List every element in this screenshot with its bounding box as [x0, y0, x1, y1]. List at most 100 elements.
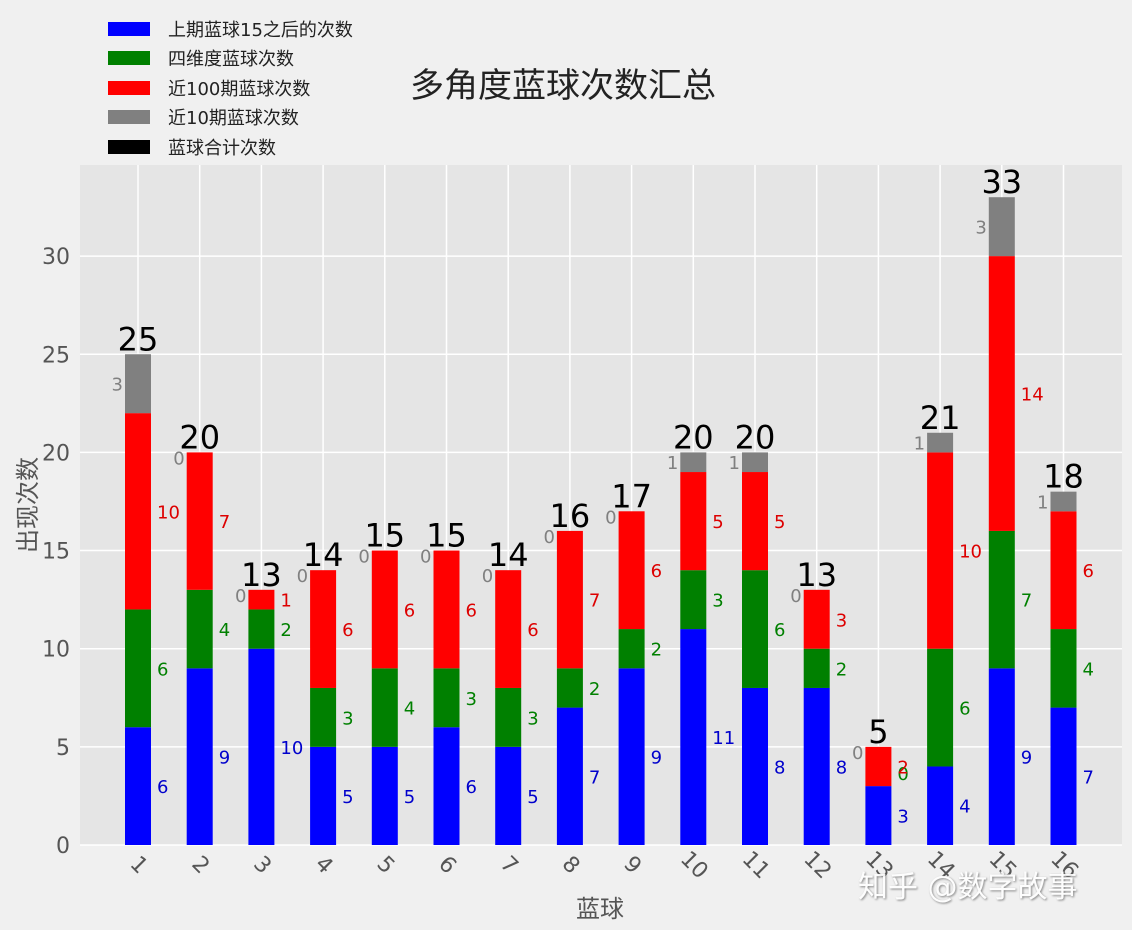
segment-value-label: 0	[543, 527, 554, 548]
bar-segment	[618, 668, 645, 845]
bar-segment	[495, 746, 522, 845]
segment-value-label: 2	[897, 757, 908, 778]
bar-segment	[742, 570, 768, 688]
segment-value-label: 7	[589, 591, 600, 612]
legend-item: 近10期蓝球次数	[108, 103, 353, 133]
segment-value-label: 3	[897, 807, 908, 828]
legend-swatch	[108, 51, 150, 66]
segment-value-label: 5	[342, 787, 353, 808]
bar-segment	[556, 707, 583, 845]
legend-swatch	[108, 80, 150, 95]
total-value-label: 33	[981, 163, 1022, 201]
bar-segment	[433, 727, 460, 845]
bar-segment	[1050, 629, 1077, 708]
segment-value-label: 9	[1021, 748, 1032, 769]
bar-segment	[803, 648, 830, 688]
total-value-label: 14	[488, 536, 529, 574]
bar-segment	[680, 472, 707, 571]
segment-value-label: 6	[404, 600, 415, 621]
segment-value-label: 2	[651, 640, 662, 661]
segment-value-label: 9	[651, 748, 662, 769]
segment-value-label: 11	[712, 728, 735, 749]
segment-value-label: 5	[712, 512, 723, 533]
segment-value-label: 10	[959, 542, 982, 563]
segment-value-label: 0	[358, 547, 369, 568]
bar-segment	[742, 472, 768, 571]
legend-swatch	[108, 110, 150, 125]
total-value-label: 20	[179, 418, 220, 456]
segment-value-label: 6	[466, 777, 477, 798]
bar-segment	[680, 629, 707, 845]
bar-segment	[988, 530, 1015, 669]
legend-item: 蓝球合计次数	[108, 132, 353, 162]
total-value-label: 21	[920, 399, 961, 437]
segment-value-label: 3	[342, 708, 353, 729]
y-axis-label: 出现次数	[14, 457, 42, 553]
watermark: 知乎 @数字故事	[858, 870, 1078, 905]
bar-segment	[927, 766, 954, 845]
total-value-label: 25	[118, 320, 159, 358]
bar-segment	[125, 354, 151, 414]
segment-value-label: 1	[1037, 492, 1048, 513]
bar-segment	[803, 589, 830, 649]
segment-value-label: 5	[774, 512, 785, 533]
legend-label: 蓝球合计次数	[168, 137, 276, 159]
y-tick-label: 30	[42, 245, 70, 270]
segment-value-label: 5	[404, 787, 415, 808]
bar-segment	[310, 746, 337, 845]
segment-value-label: 4	[404, 699, 415, 720]
bar-segment	[865, 786, 892, 845]
segment-value-label: 6	[959, 699, 970, 720]
segment-value-label: 5	[527, 787, 538, 808]
segment-value-label: 8	[836, 757, 847, 778]
y-tick-label: 25	[42, 343, 70, 368]
bar-segment	[125, 609, 151, 728]
bar-segment	[248, 648, 275, 845]
bar-segment	[1050, 491, 1077, 512]
legend-label: 四维度蓝球次数	[168, 49, 294, 71]
bar-segment	[988, 256, 1015, 531]
segment-value-label: 10	[157, 502, 180, 523]
segment-value-label: 9	[219, 748, 230, 769]
segment-value-label: 6	[527, 620, 538, 641]
bar-segment	[927, 648, 954, 767]
x-tick-label: 6	[433, 852, 461, 880]
total-value-label: 18	[1043, 458, 1084, 496]
bar-segment	[742, 452, 768, 473]
segment-value-label: 6	[157, 659, 168, 680]
legend-label: 近10期蓝球次数	[168, 108, 299, 130]
bars	[125, 197, 1077, 845]
bar-segment	[310, 687, 337, 747]
segment-value-label: 6	[342, 620, 353, 641]
segment-value-label: 1	[914, 434, 925, 455]
bar-segment	[618, 629, 645, 669]
total-value-label: 15	[364, 517, 405, 555]
bar-segment	[186, 589, 213, 669]
segment-value-label: 14	[1021, 385, 1044, 406]
legend: 上期蓝球15之后的次数 四维度蓝球次数 近100期蓝球次数 近10期蓝球次数 蓝球合计次…	[108, 14, 353, 162]
segment-value-label: 6	[1083, 561, 1094, 582]
bar-segment	[556, 530, 583, 669]
total-value-label: 16	[550, 497, 591, 535]
bar-segment	[927, 432, 954, 453]
bar-segment	[125, 413, 151, 610]
segment-value-label: 0	[790, 586, 801, 607]
segment-value-label: 4	[1083, 659, 1094, 680]
x-tick-label: 10	[675, 847, 712, 884]
segment-value-label: 7	[1083, 767, 1094, 788]
total-value-label: 13	[796, 556, 837, 594]
bar-segment	[371, 668, 398, 747]
total-value-label: 20	[673, 418, 714, 456]
bar-segment	[988, 668, 1015, 845]
legend-item: 四维度蓝球次数	[108, 44, 353, 74]
segment-value-label: 1	[667, 453, 678, 474]
segment-value-label: 2	[589, 679, 600, 700]
x-tick-label: 9	[618, 852, 646, 880]
bar-segment	[495, 570, 522, 688]
data-labels: 6610325947020102101353601454601563601553…	[112, 163, 1094, 827]
total-value-label: 13	[241, 556, 282, 594]
bar-segment	[927, 452, 954, 649]
segment-value-label: 0	[173, 448, 184, 469]
segment-value-label: 0	[297, 566, 308, 587]
